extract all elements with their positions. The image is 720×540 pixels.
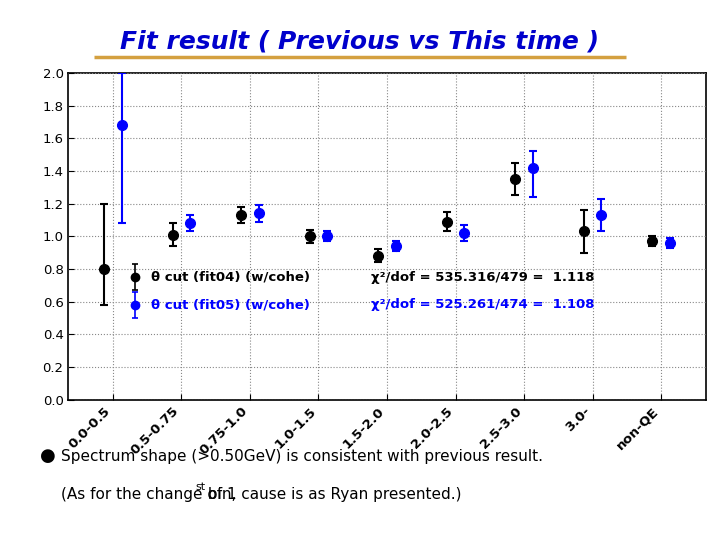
Text: θ cut (fit04) (w/cohe): θ cut (fit04) (w/cohe) — [151, 271, 310, 284]
Text: Fit result ( Previous vs This time ): Fit result ( Previous vs This time ) — [120, 30, 600, 53]
Text: (As for the change of 1: (As for the change of 1 — [61, 487, 237, 502]
Text: st: st — [196, 482, 206, 492]
Text: bin, cause is as Ryan presented.): bin, cause is as Ryan presented.) — [203, 487, 462, 502]
Text: χ²/dof = 525.261/474 =  1.108: χ²/dof = 525.261/474 = 1.108 — [371, 299, 595, 312]
Text: ●: ● — [40, 447, 55, 465]
Text: Spectrum shape (>0.50GeV) is consistent with previous result.: Spectrum shape (>0.50GeV) is consistent … — [61, 449, 543, 464]
Text: χ²/dof = 535.316/479 =  1.118: χ²/dof = 535.316/479 = 1.118 — [371, 271, 595, 284]
Text: θ cut (fit05) (w/cohe): θ cut (fit05) (w/cohe) — [151, 299, 310, 312]
